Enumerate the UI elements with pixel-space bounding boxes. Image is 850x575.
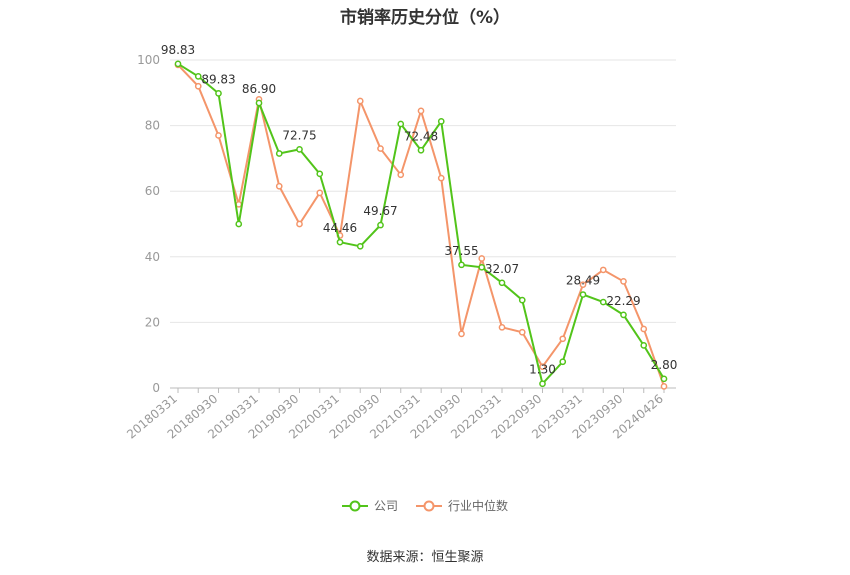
data-label: 98.83 (161, 43, 195, 57)
data-label: 86.90 (242, 82, 276, 96)
data-point (458, 261, 465, 269)
legend-item-company[interactable]: 公司 (341, 497, 398, 514)
data-point (296, 220, 303, 228)
data-point (518, 296, 526, 304)
data-point (275, 150, 283, 157)
data-label: 28.49 (566, 274, 600, 288)
data-point (194, 73, 202, 80)
data-point (215, 90, 222, 97)
grid-lines (170, 59, 676, 323)
data-point (397, 120, 405, 128)
data-point (599, 298, 607, 306)
data-point (518, 328, 526, 336)
data-point (478, 255, 486, 262)
data-label: 22.29 (606, 294, 640, 308)
data-point (397, 171, 405, 179)
data-point (640, 342, 648, 349)
data-point (660, 383, 668, 390)
data-point (194, 82, 202, 90)
line-chart: 0204060801002018033120180930201903312019… (124, 43, 678, 442)
data-point (417, 107, 425, 115)
legend-item-industry-median[interactable]: 行业中位数 (416, 497, 508, 514)
data-point (579, 281, 587, 289)
y-tick-label: 100 (137, 53, 160, 67)
y-tick-label: 80 (145, 119, 160, 133)
data-point (377, 145, 384, 152)
data-point (437, 174, 445, 182)
chart-title: 市销率历史分位（%） (339, 8, 511, 28)
legend-label-industry-median: 行业中位数 (448, 499, 509, 513)
data-point (559, 358, 567, 366)
legend-label-company: 公司 (373, 499, 398, 513)
data-point (437, 117, 445, 125)
data-point (417, 146, 425, 154)
data-point (539, 380, 546, 388)
data-point (559, 335, 567, 343)
legend-line-marker-icon (416, 500, 442, 511)
data-point (356, 242, 364, 250)
data-point (255, 99, 263, 107)
data-label: 1.30 (529, 363, 556, 377)
data-point (215, 132, 222, 139)
data-point (620, 311, 627, 319)
data-point (174, 60, 182, 68)
data-source-note: 数据来源：恒生聚源 (366, 550, 484, 565)
data-point (579, 291, 587, 298)
data-label: 72.48 (404, 129, 438, 143)
y-tick-label: 60 (145, 184, 160, 198)
data-point (377, 221, 384, 229)
data-label: 2.80 (651, 358, 678, 372)
data-point (640, 325, 648, 333)
data-point (316, 170, 324, 178)
data-point (620, 278, 627, 285)
data-label: 37.55 (444, 244, 478, 258)
data-point (478, 263, 486, 271)
data-point (498, 279, 506, 287)
data-point (356, 97, 364, 105)
legend: 公司 行业中位数 (0, 497, 850, 514)
data-point (599, 266, 607, 274)
data-label: 32.07 (485, 262, 519, 276)
y-tick-label: 20 (145, 315, 160, 329)
data-point (660, 375, 668, 383)
y-tick-label: 40 (145, 250, 160, 264)
y-tick-label: 0 (152, 381, 160, 395)
data-label: 49.67 (363, 204, 397, 218)
data-point (498, 323, 506, 331)
data-point (296, 146, 303, 153)
legend-line-marker-icon (341, 500, 368, 511)
data-point (458, 330, 465, 338)
data-label: 72.75 (282, 128, 316, 142)
data-point (539, 363, 546, 371)
data-labels: 98.83 89.83 86.90 72.75 44.46 49.67 72.48 37.55… (161, 43, 678, 377)
data-label: 44.46 (323, 221, 357, 235)
data-point (316, 189, 324, 197)
series-layer (174, 60, 668, 390)
data-point (235, 220, 243, 228)
data-point (336, 238, 344, 246)
data-label: 89.83 (201, 72, 235, 86)
axes: 0204060801002018033120180930201903312019… (124, 53, 676, 442)
data-point (275, 182, 283, 190)
